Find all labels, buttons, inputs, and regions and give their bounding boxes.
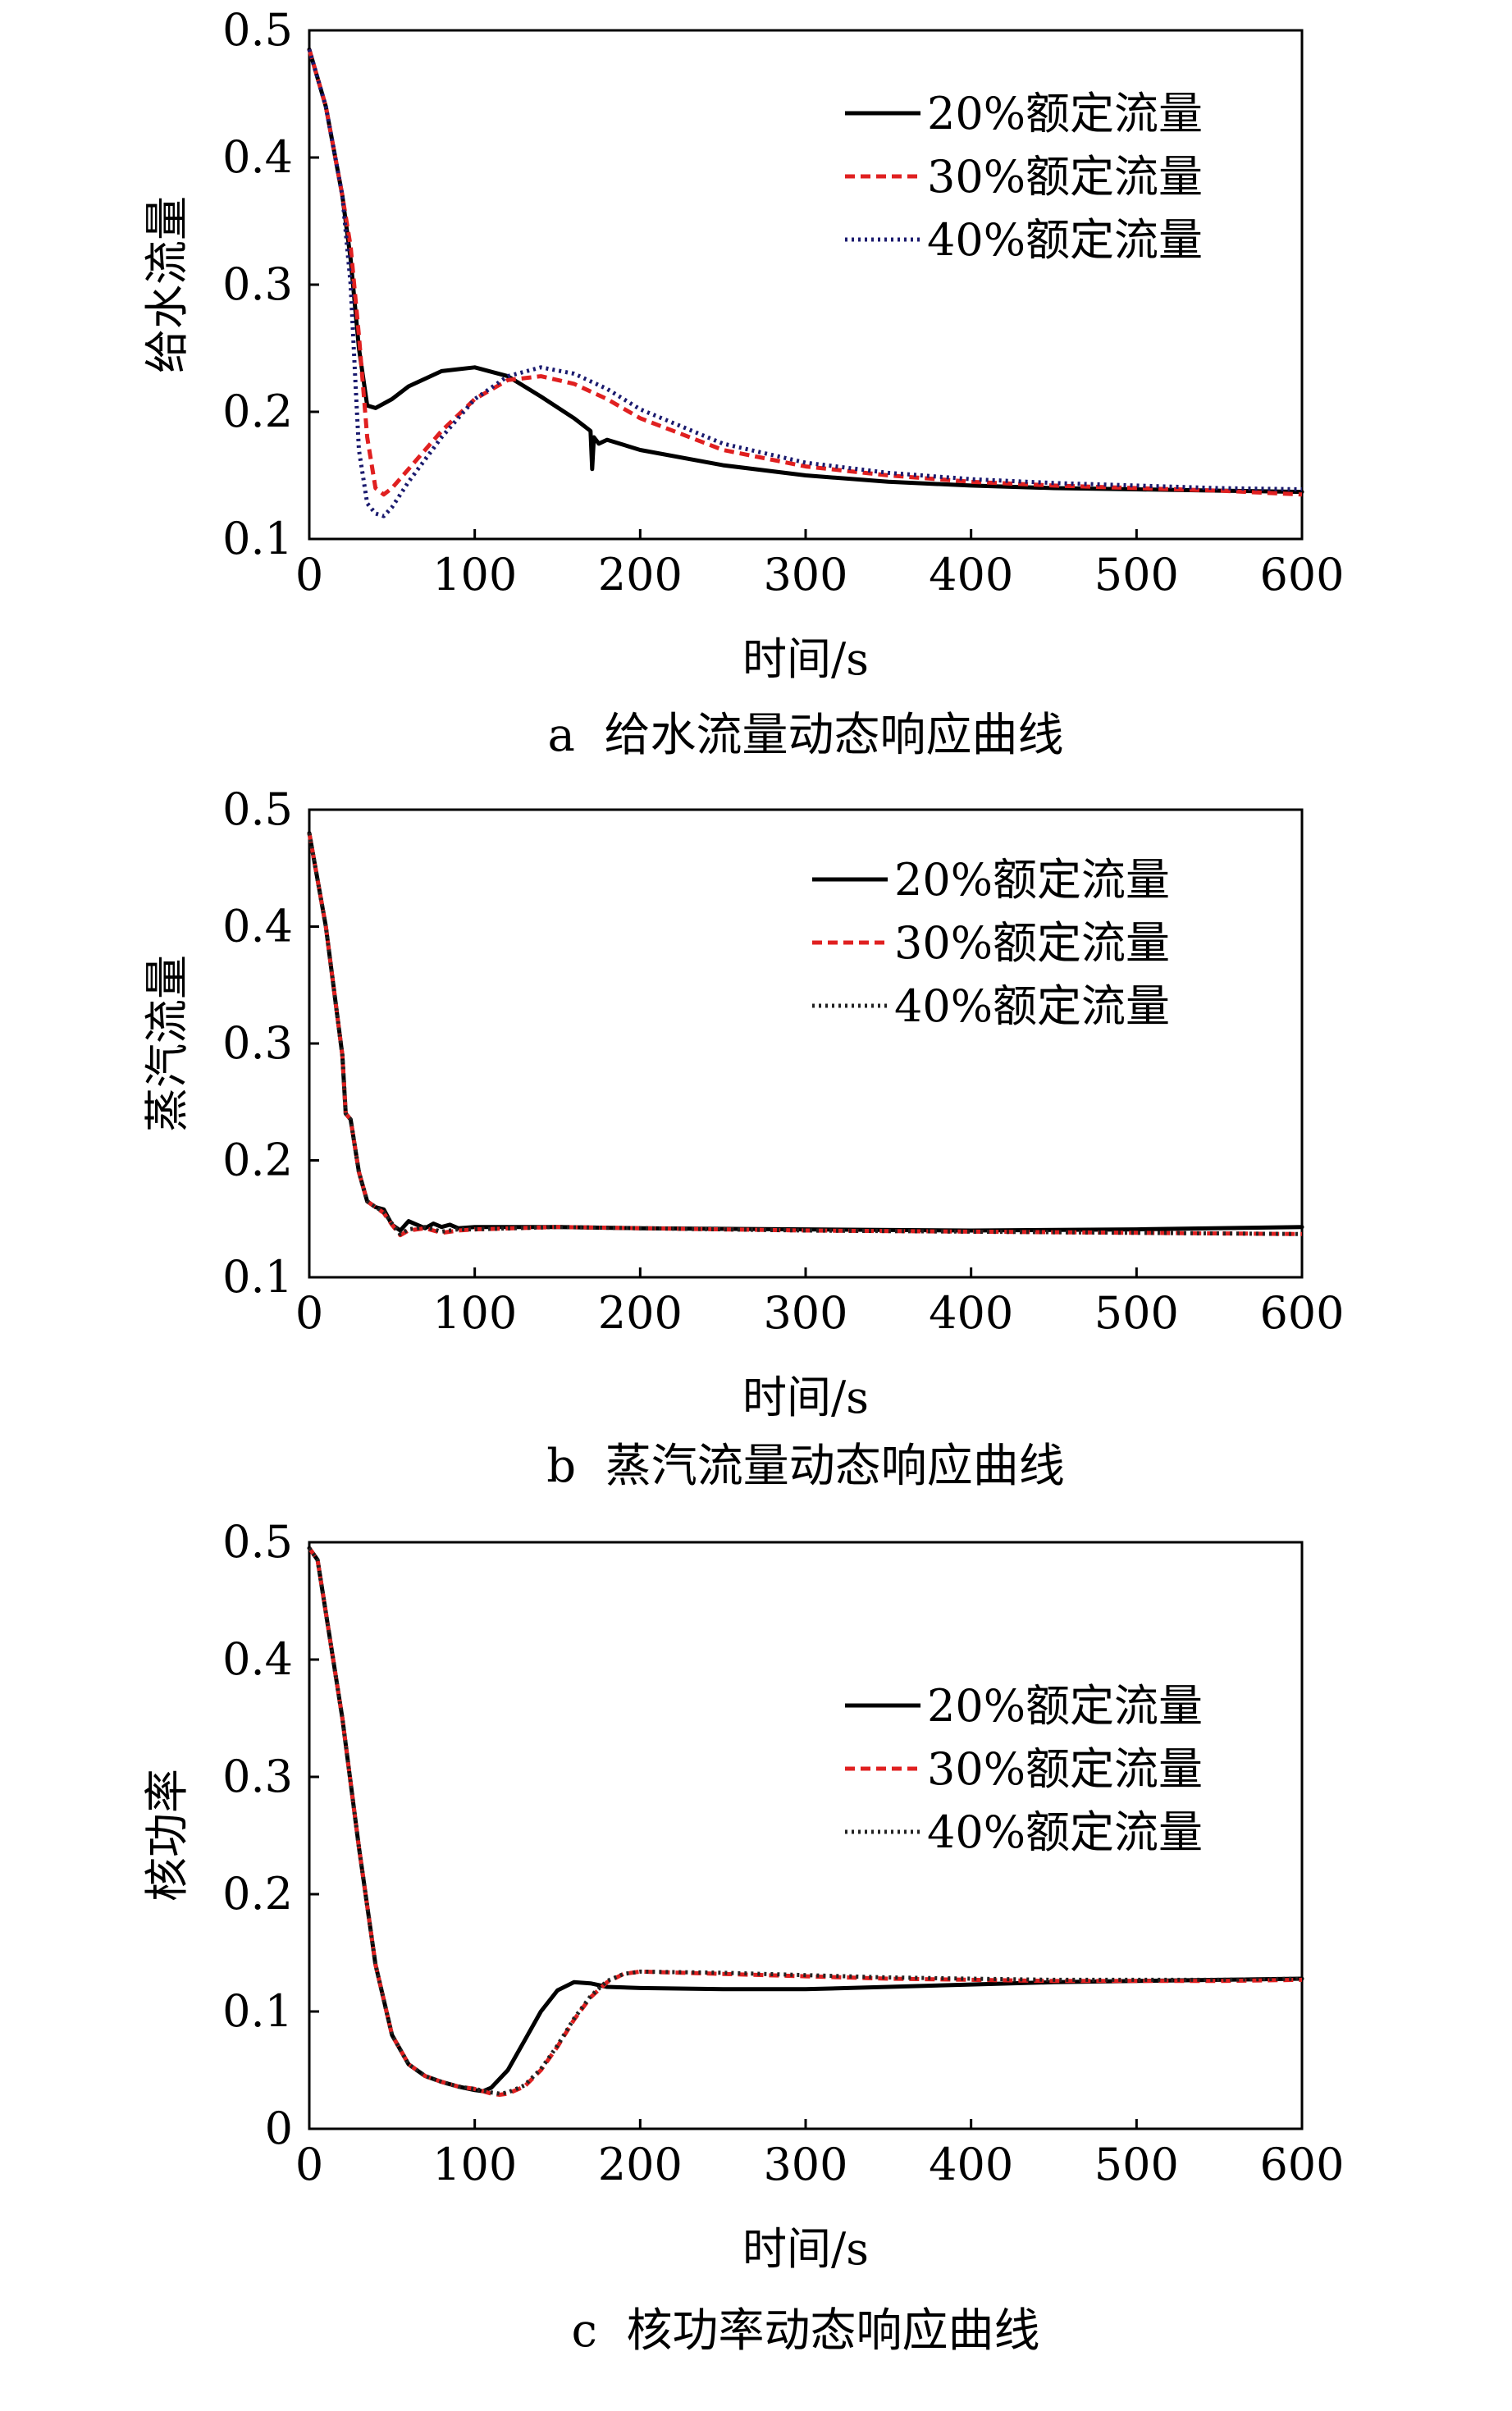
y-tick-label: 0.1 xyxy=(222,1251,293,1303)
legend-b-label-20: 20%额定流量 xyxy=(894,854,1170,906)
panel-a-y-ticks: 0.1 0.2 0.3 0.4 0.5 xyxy=(222,4,319,564)
panel-c-xlabel: 时间/s xyxy=(742,2223,869,2275)
x-tick-label: 300 xyxy=(763,1287,847,1339)
x-tick-label: 200 xyxy=(598,1287,683,1339)
x-tick-label: 0 xyxy=(295,1287,323,1339)
x-tick-label: 600 xyxy=(1259,549,1344,600)
panel-b-series-line-2 xyxy=(307,833,1303,1238)
panel-c-series-line-1 xyxy=(307,1546,1304,2094)
panel-b-series xyxy=(307,831,1304,1238)
x-tick-label: 500 xyxy=(1094,549,1179,600)
panel-c-x-ticks: 0 100 200 300 400 500 600 xyxy=(295,2119,1345,2190)
panel-c-legend: 20%额定流量 30%额定流量 40%额定流量 xyxy=(845,1680,1203,1858)
panel-b-legend: 20%额定流量 30%额定流量 40%额定流量 xyxy=(812,854,1170,1032)
panel-c-caption: c 核功率动态响应曲线 xyxy=(572,2304,1040,2358)
x-tick-label: 400 xyxy=(929,549,1013,600)
legend-c-label-20: 20%额定流量 xyxy=(927,1680,1203,1732)
y-tick-label: 0.4 xyxy=(222,901,293,952)
panel-a: 0 100 200 300 400 500 600 0.1 0.2 0.3 0.4 0.5 给水流量… xyxy=(141,4,1345,762)
y-tick-label: 0.5 xyxy=(222,4,293,56)
panel-b-ylabel: 蒸汽流量 xyxy=(141,955,193,1132)
x-tick-label: 500 xyxy=(1094,2139,1179,2190)
y-tick-label: 0.2 xyxy=(222,1868,293,1920)
panel-a-series-line-2 xyxy=(307,48,1303,497)
panel-a-ylabel: 给水流量 xyxy=(141,196,193,373)
x-tick-label: 100 xyxy=(432,549,517,600)
x-tick-label: 100 xyxy=(432,2139,517,2190)
y-tick-label: 0.1 xyxy=(222,513,293,564)
x-tick-label: 600 xyxy=(1259,2139,1344,2190)
y-tick-label: 0.3 xyxy=(222,1751,293,1802)
x-tick-label: 0 xyxy=(295,549,323,600)
x-tick-label: 100 xyxy=(432,1287,517,1339)
y-tick-label: 0.5 xyxy=(222,1516,293,1568)
legend-a-label-40: 40%额定流量 xyxy=(927,214,1203,266)
y-tick-label: 0.4 xyxy=(222,131,293,183)
y-tick-label: 0.3 xyxy=(222,1017,293,1069)
y-tick-label: 0.1 xyxy=(222,1985,293,2037)
y-tick-label: 0.2 xyxy=(222,1135,293,1186)
panel-b-y-ticks: 0.1 0.2 0.3 0.4 0.5 xyxy=(222,783,319,1303)
x-tick-label: 0 xyxy=(295,2139,323,2190)
y-tick-label: 0.2 xyxy=(222,386,293,437)
x-tick-label: 400 xyxy=(929,1287,1013,1339)
panel-b-xlabel: 时间/s xyxy=(742,1372,869,1423)
panel-a-caption: a 给水流量动态响应曲线 xyxy=(548,709,1064,762)
x-tick-label: 200 xyxy=(598,2139,683,2190)
x-tick-label: 400 xyxy=(929,2139,1013,2190)
legend-a-label-20: 20%额定流量 xyxy=(927,88,1203,139)
panel-c: 0 100 200 300 400 500 600 0 0.1 0.2 0.3 0.4 0.5 核功率… xyxy=(141,1516,1345,2358)
panel-c-ylabel: 核功率 xyxy=(141,1769,193,1902)
x-tick-label: 200 xyxy=(598,549,683,600)
panel-a-series xyxy=(307,47,1304,518)
panel-c-series-line-2 xyxy=(307,1546,1303,2097)
x-tick-label: 300 xyxy=(763,549,847,600)
y-tick-label: 0.4 xyxy=(222,1633,293,1685)
legend-a-label-30: 30%额定流量 xyxy=(927,151,1203,203)
panel-a-legend: 20%额定流量 30%额定流量 40%额定流量 xyxy=(845,88,1203,266)
legend-c-label-30: 30%额定流量 xyxy=(927,1743,1203,1795)
panel-b: 0 100 200 300 400 500 600 0.1 0.2 0.3 0.4 0.5 蒸汽流量… xyxy=(141,783,1345,1493)
legend-c-label-40: 40%额定流量 xyxy=(927,1806,1203,1858)
panel-b-x-ticks: 0 100 200 300 400 500 600 xyxy=(295,1267,1345,1339)
panel-b-caption: b 蒸汽流量动态响应曲线 xyxy=(546,1440,1064,1493)
panel-c-series xyxy=(307,1546,1304,2097)
y-tick-label: 0.3 xyxy=(222,258,293,310)
x-tick-label: 500 xyxy=(1094,1287,1179,1339)
x-tick-label: 600 xyxy=(1259,1287,1344,1339)
legend-b-label-40: 40%额定流量 xyxy=(894,980,1170,1032)
x-tick-label: 300 xyxy=(763,2139,847,2190)
y-tick-label: 0.5 xyxy=(222,783,293,835)
panel-c-y-ticks: 0 0.1 0.2 0.3 0.4 0.5 xyxy=(222,1516,319,2154)
y-tick-label: 0 xyxy=(265,2103,293,2154)
legend-b-label-30: 30%额定流量 xyxy=(894,917,1170,969)
panel-a-x-ticks: 0 100 200 300 400 500 600 xyxy=(295,529,1345,600)
panel-a-xlabel: 时间/s xyxy=(742,633,869,685)
